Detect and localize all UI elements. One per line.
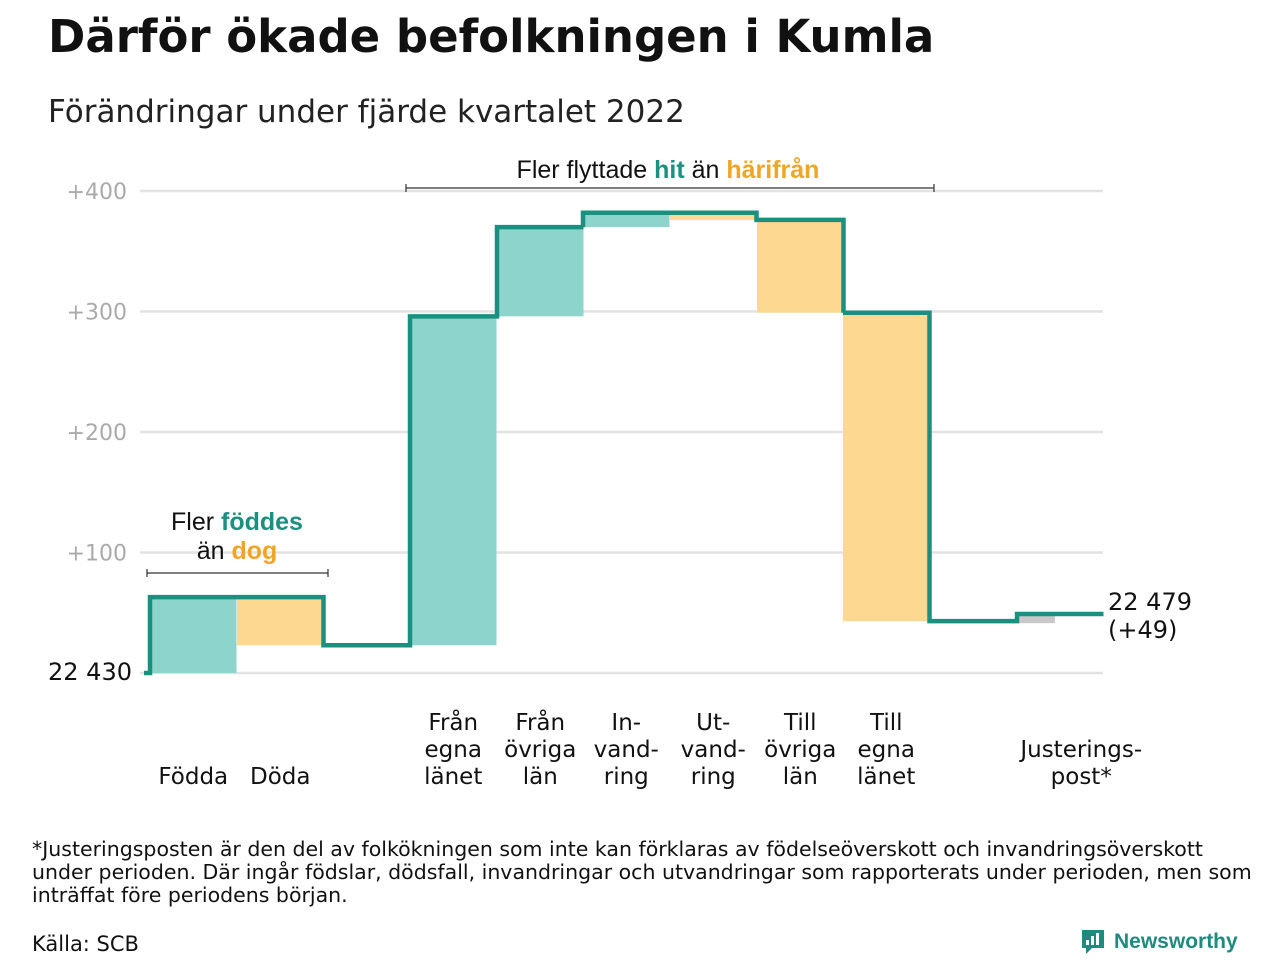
brand-logo[interactable]: Newsworthy: [1080, 928, 1238, 956]
x-category-label: länet: [857, 764, 915, 790]
x-category-label: vand-: [681, 737, 746, 763]
y-tick-label: +300: [67, 301, 127, 326]
x-category-label: In-: [611, 710, 641, 736]
x-category-label: länet: [424, 764, 482, 790]
x-category-label: län: [783, 764, 818, 790]
waterfall-bar: [843, 312, 930, 622]
footnote: *Justeringsposten är den del av folkökni…: [32, 837, 1252, 907]
waterfall-bar: [410, 316, 497, 646]
y-tick-label: +400: [67, 180, 127, 205]
brand-name: Newsworthy: [1114, 930, 1238, 953]
x-category-label: Döda: [250, 764, 310, 790]
end-value-label: 22 479: [1108, 588, 1192, 616]
waterfall-bar: [670, 212, 757, 220]
cumulative-step-line: [144, 210, 1104, 676]
moves-annotation: Fler flyttade hit än härifrån: [517, 156, 820, 184]
x-category-label: övriga: [504, 737, 576, 763]
x-category-label: övriga: [764, 737, 836, 763]
x-category-label: Till: [869, 710, 903, 736]
x-category-label: Från: [515, 708, 565, 736]
waterfall-chart: +100 +200 +300 +400 22 430 22 479(+49) Födda Dö…: [48, 156, 1192, 790]
x-category-label: vand-: [594, 737, 659, 763]
x-category-label: Ut-: [696, 710, 730, 736]
x-category-label: egna: [425, 737, 482, 763]
x-category-label: post*: [1051, 764, 1112, 790]
x-category-label: ring: [604, 764, 649, 790]
y-tick-label: +200: [67, 421, 127, 446]
births-annotation-line2: än dog: [197, 537, 278, 565]
waterfall-bar: [583, 212, 670, 228]
births-annotation-line1: Fler föddes: [171, 508, 303, 536]
x-category-label: Justerings-: [1018, 737, 1142, 763]
source-label: Källa: SCB: [32, 932, 139, 956]
waterfall-bar: [1019, 615, 1055, 624]
x-category-label: ring: [691, 764, 736, 790]
x-category-label: län: [523, 764, 558, 790]
waterfall-bar: [757, 219, 844, 313]
start-value-label: 22 430: [48, 658, 132, 686]
x-category-label: Födda: [158, 764, 228, 790]
x-category-label: egna: [858, 737, 915, 763]
newsworthy-logo-icon: [1082, 930, 1104, 954]
chart-subtitle: Förändringar under fjärde kvartalet 2022: [48, 94, 685, 130]
x-category-label: Från: [428, 708, 478, 736]
waterfall-bar: [497, 227, 584, 317]
x-category-label: Till: [783, 710, 817, 736]
end-change-label: (+49): [1108, 616, 1177, 644]
y-tick-label: +100: [67, 542, 127, 567]
waterfall-bar: [150, 597, 237, 673]
chart-title: Därför ökade befolkningen i Kumla: [48, 10, 935, 63]
waterfall-bar: [237, 597, 324, 646]
